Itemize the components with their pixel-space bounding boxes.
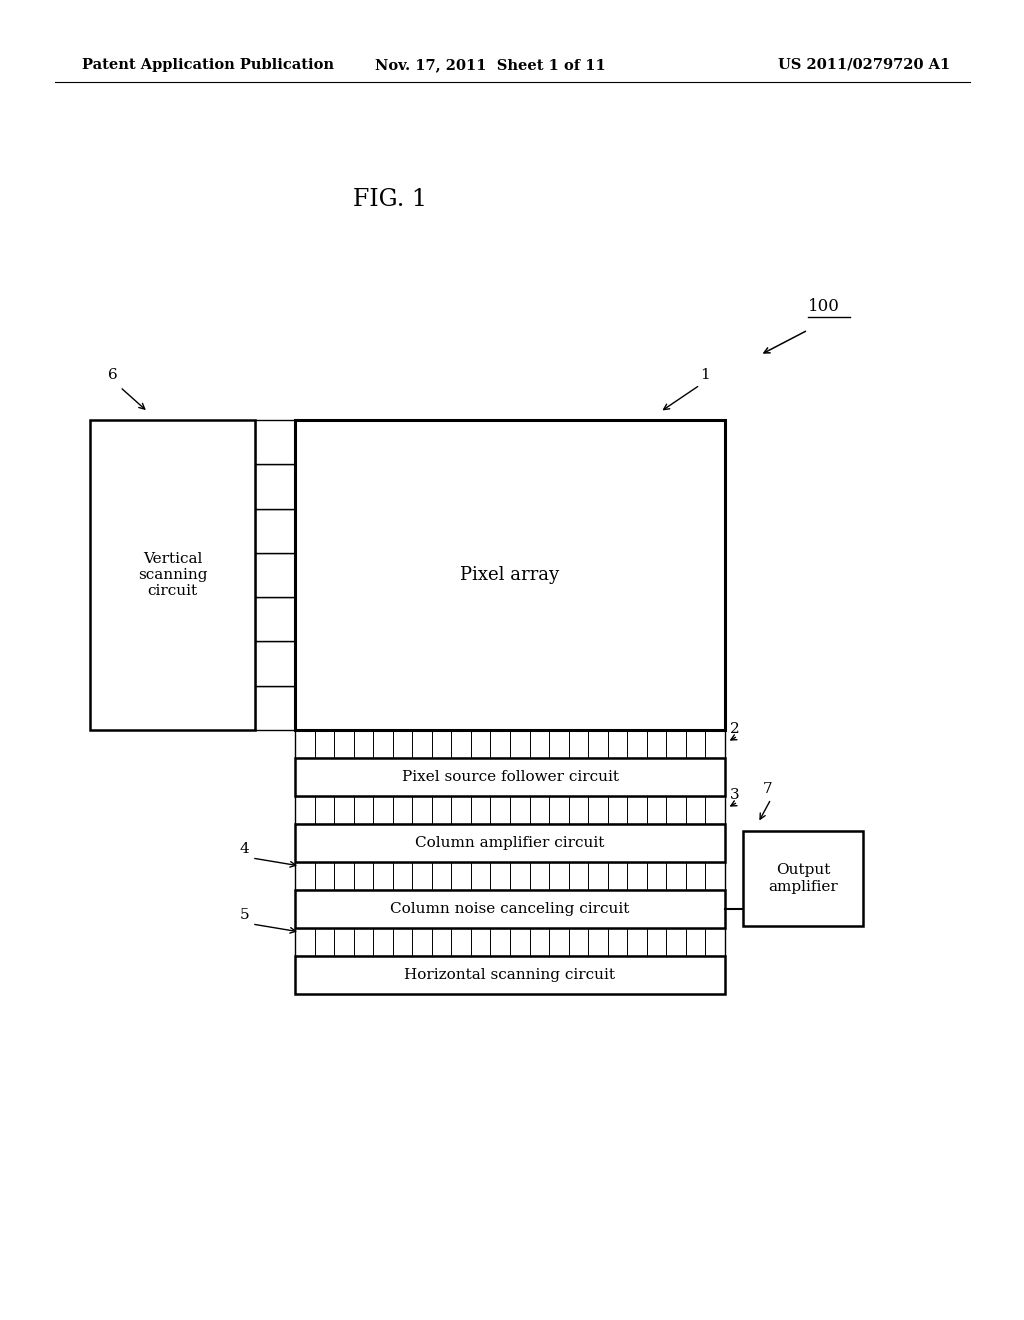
Text: Horizontal scanning circuit: Horizontal scanning circuit [404, 968, 615, 982]
Text: 5: 5 [240, 908, 250, 921]
Bar [255, 685, 295, 730]
Text: Output
amplifier: Output amplifier [768, 863, 838, 894]
Text: Nov. 17, 2011  Sheet 1 of 11: Nov. 17, 2011 Sheet 1 of 11 [375, 58, 605, 73]
Bar [255, 642, 295, 685]
Text: Patent Application Publication: Patent Application Publication [82, 58, 334, 73]
Bar [295, 420, 725, 730]
Text: 100: 100 [808, 298, 840, 315]
Bar [295, 758, 725, 796]
Bar [295, 824, 725, 862]
Bar [255, 465, 295, 508]
Text: Pixel source follower circuit: Pixel source follower circuit [401, 770, 618, 784]
Bar [743, 832, 863, 927]
Bar [295, 730, 725, 758]
Bar [255, 508, 295, 553]
Text: 7: 7 [763, 781, 773, 796]
Text: US 2011/0279720 A1: US 2011/0279720 A1 [778, 58, 950, 73]
Text: 4: 4 [240, 842, 250, 855]
Bar [295, 928, 725, 956]
Bar [295, 956, 725, 994]
Text: 1: 1 [700, 368, 710, 381]
Text: Vertical
scanning
circuit: Vertical scanning circuit [138, 552, 207, 598]
Bar [90, 420, 255, 730]
Bar [255, 553, 295, 597]
Bar [255, 597, 295, 642]
Text: Column noise canceling circuit: Column noise canceling circuit [390, 902, 630, 916]
Text: 6: 6 [108, 368, 118, 381]
Bar [295, 890, 725, 928]
Text: Column amplifier circuit: Column amplifier circuit [416, 836, 605, 850]
Text: 2: 2 [730, 722, 739, 737]
Bar [295, 862, 725, 890]
Text: Pixel array: Pixel array [461, 566, 559, 583]
Bar [255, 420, 295, 465]
Text: 3: 3 [730, 788, 739, 803]
Bar [295, 796, 725, 824]
Text: FIG. 1: FIG. 1 [353, 189, 427, 211]
